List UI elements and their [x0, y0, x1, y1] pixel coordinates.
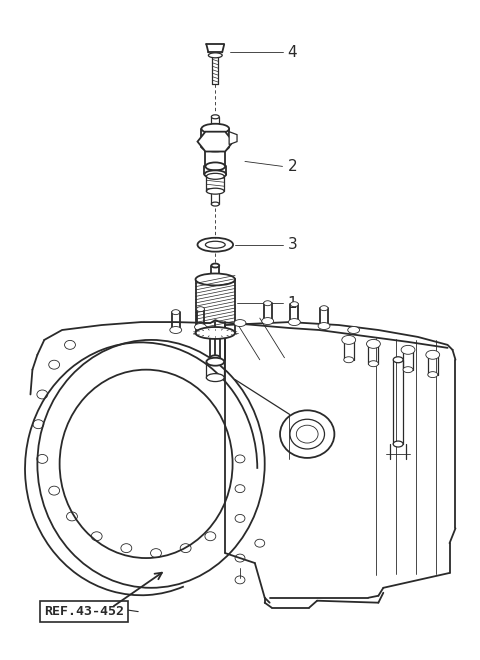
Ellipse shape — [211, 202, 219, 206]
Ellipse shape — [194, 323, 206, 331]
Ellipse shape — [208, 53, 222, 58]
Ellipse shape — [206, 374, 224, 381]
Ellipse shape — [320, 306, 328, 311]
Ellipse shape — [342, 335, 356, 345]
Polygon shape — [229, 132, 237, 145]
Ellipse shape — [426, 350, 440, 359]
Ellipse shape — [206, 174, 224, 180]
Ellipse shape — [262, 317, 274, 325]
Ellipse shape — [290, 419, 324, 449]
Ellipse shape — [344, 357, 354, 363]
Ellipse shape — [318, 323, 330, 329]
Ellipse shape — [401, 345, 415, 354]
Ellipse shape — [172, 310, 180, 315]
Ellipse shape — [196, 307, 204, 312]
Ellipse shape — [348, 327, 360, 333]
Ellipse shape — [211, 263, 219, 267]
Ellipse shape — [195, 327, 235, 339]
Ellipse shape — [195, 273, 235, 285]
Ellipse shape — [393, 441, 403, 447]
Ellipse shape — [202, 124, 229, 134]
Ellipse shape — [367, 339, 380, 348]
Ellipse shape — [264, 301, 272, 306]
Text: 1: 1 — [288, 296, 297, 311]
Ellipse shape — [211, 115, 219, 119]
Polygon shape — [197, 132, 233, 152]
Ellipse shape — [204, 170, 226, 178]
Ellipse shape — [234, 319, 246, 327]
Ellipse shape — [288, 319, 300, 325]
Ellipse shape — [393, 357, 403, 363]
Ellipse shape — [403, 367, 413, 373]
Text: 4: 4 — [288, 45, 297, 60]
Ellipse shape — [37, 340, 264, 588]
Text: REF.43-452: REF.43-452 — [44, 605, 124, 618]
Ellipse shape — [170, 327, 182, 333]
Ellipse shape — [290, 302, 298, 307]
Ellipse shape — [206, 188, 224, 194]
Ellipse shape — [210, 355, 220, 360]
Ellipse shape — [206, 358, 224, 366]
Text: 2: 2 — [288, 159, 297, 174]
Ellipse shape — [428, 372, 438, 378]
Ellipse shape — [202, 142, 229, 152]
Ellipse shape — [369, 361, 378, 367]
Text: 3: 3 — [288, 237, 297, 252]
Ellipse shape — [205, 162, 225, 170]
